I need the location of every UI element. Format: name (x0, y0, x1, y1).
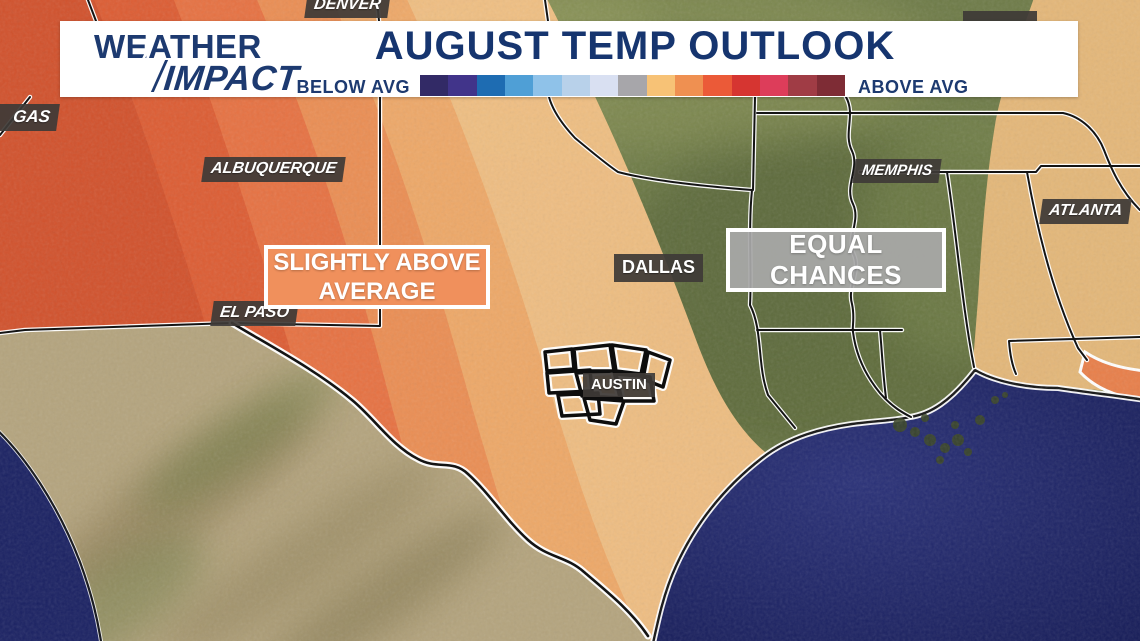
city-label-atlanta: ATLANTA (1039, 199, 1132, 224)
city-label-memphis: MEMPHIS (852, 159, 942, 183)
legend-swatch (618, 75, 647, 96)
legend-swatch (674, 75, 704, 96)
weather-impact-logo: WEATHER IMPACT (92, 26, 332, 98)
legend-swatch (476, 75, 505, 96)
legend-swatch (731, 75, 760, 96)
legend-swatch (788, 75, 817, 96)
legend-swatch (448, 75, 477, 96)
legend-color-scale (420, 75, 845, 96)
city-label-austin: AUSTIN (583, 373, 655, 397)
city-label-dallas: DALLAS (614, 254, 703, 282)
city-label-partial (963, 11, 1037, 22)
legend-swatch (561, 75, 590, 96)
legend-swatch (646, 75, 675, 96)
legend-swatch (504, 75, 534, 96)
legend-swatch (533, 75, 562, 96)
logo-text-impact: IMPACT (162, 59, 301, 98)
city-label-las-vegas-partial: GAS (0, 104, 60, 131)
legend-swatch (703, 75, 732, 96)
header-bar: WEATHER IMPACT AUGUST TEMP OUTLOOK BELOW… (60, 21, 1078, 98)
rio-grande-line (230, 321, 650, 638)
callout-slightly-above-average: SLIGHTLY ABOVE AVERAGE (264, 245, 490, 309)
city-label-denver: DENVER (304, 0, 391, 18)
legend-swatch (589, 75, 619, 96)
legend-swatch (816, 75, 845, 96)
legend-label-above-avg: ABOVE AVG (858, 77, 969, 97)
rio-grande-border (228, 319, 652, 640)
legend-swatch (759, 75, 789, 96)
callout-equal-chances: EQUAL CHANCES (726, 228, 946, 292)
city-label-albuquerque: ALBUQUERQUE (201, 157, 347, 182)
logo-text-weather: WEATHER (94, 28, 262, 65)
legend-label-below-avg: BELOW AVG (296, 77, 410, 97)
page-title: AUGUST TEMP OUTLOOK (374, 24, 896, 68)
legend-swatch (420, 75, 449, 96)
